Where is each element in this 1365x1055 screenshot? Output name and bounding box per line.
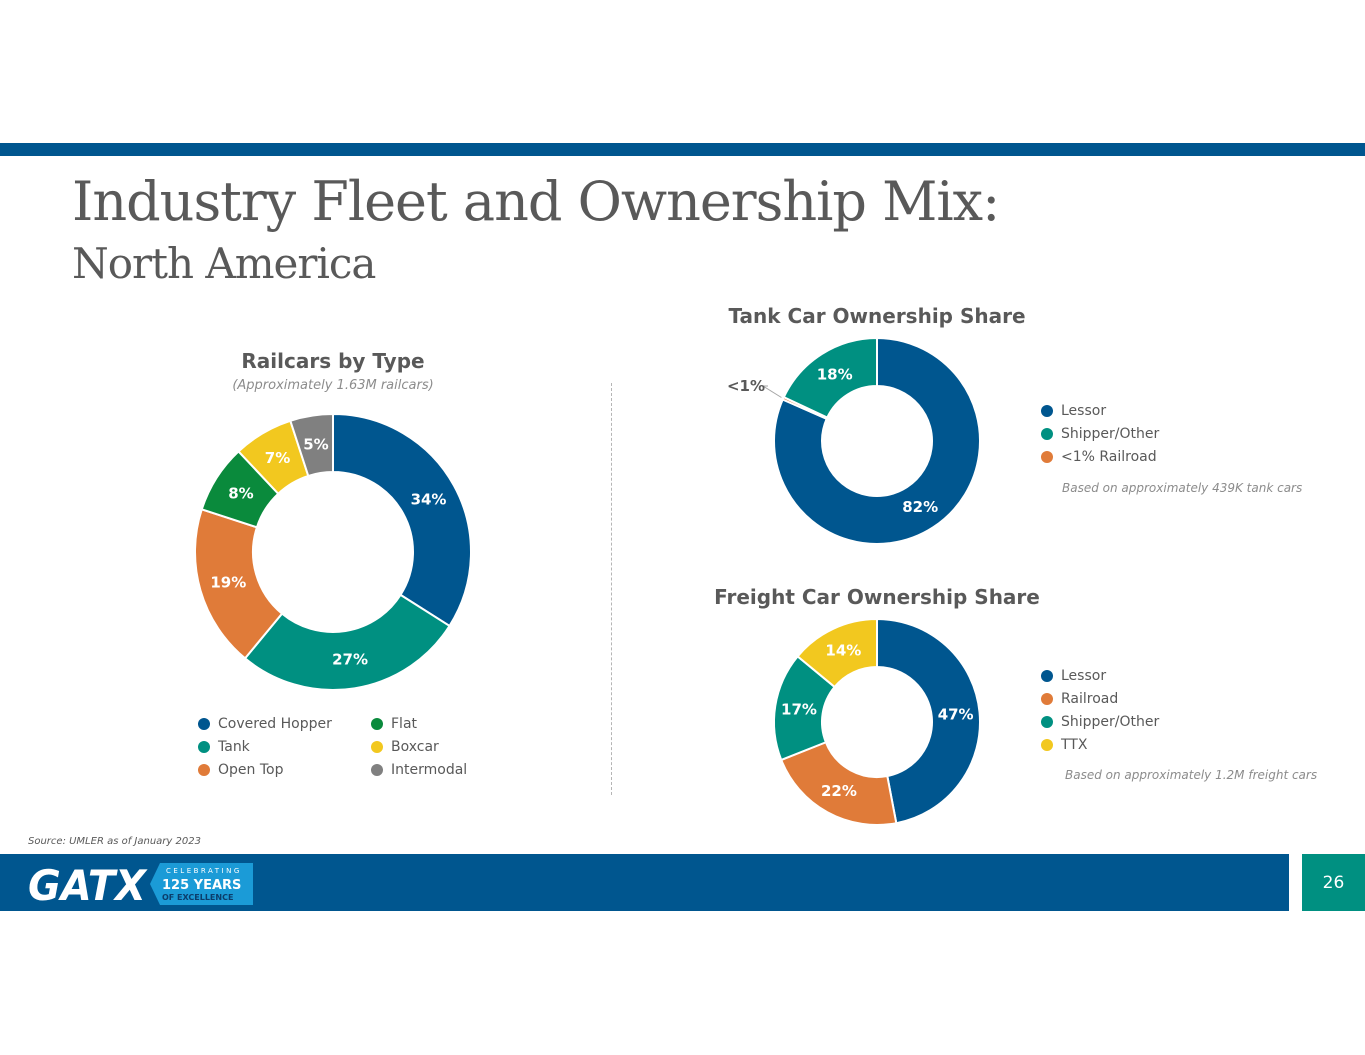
tank-legend-swatch: [1041, 451, 1053, 463]
railcars-legend-label: Open Top: [218, 762, 284, 778]
tank-label-lessor: 82%: [902, 498, 938, 516]
anniversary-celebrating: CELEBRATING: [166, 867, 242, 875]
railcars-legend-item-tank: Tank: [198, 739, 250, 755]
freight-legend-label: Railroad: [1061, 691, 1119, 707]
anniversary-badge: [150, 863, 253, 905]
railcars-label-covered-hopper: 34%: [411, 490, 447, 508]
railcars-legend-label: Boxcar: [391, 739, 439, 755]
freight-donut-chart: 47% 22% 17% 14%: [773, 617, 981, 826]
railcars-legend-swatch: [198, 764, 210, 776]
tank-slice-lessor: [773, 336, 981, 545]
freight-legend-item-railroad: Railroad: [1041, 691, 1118, 707]
railcars-donut-chart: 34% 27% 19% 8% 7% 5%: [194, 412, 472, 691]
freight-legend-label: Shipper/Other: [1061, 714, 1160, 730]
tank-legend-item-shipper-other: Shipper/Other: [1041, 426, 1159, 442]
railcars-legend-swatch: [198, 741, 210, 753]
railcars-label-flat: 8%: [228, 485, 253, 503]
railcars-chart-title: Railcars by Type: [241, 349, 425, 373]
freight-label-lessor: 47%: [938, 706, 974, 724]
freight-legend-item-ttx: TTX: [1041, 737, 1087, 753]
railcars-legend-item-intermodal: Intermodal: [371, 762, 467, 778]
tank-legend-label: Shipper/Other: [1061, 426, 1160, 442]
tank-legend-item-1-railroad: <1% Railroad: [1041, 449, 1157, 465]
tank-leader-line-railroad: [761, 385, 782, 398]
railcars-legend-label: Intermodal: [391, 762, 468, 778]
tank-slice-shipper-other: [782, 336, 878, 419]
railcars-slice-tank: [243, 593, 451, 691]
railcars-label-open-top: 19%: [210, 573, 246, 591]
freight-label-railroad: 22%: [821, 782, 857, 800]
railcars-label-tank: 27%: [332, 651, 368, 669]
railcars-legend-item-open-top: Open Top: [198, 762, 283, 778]
gatx-logo-text: GATX: [28, 863, 148, 905]
railcars-legend-item-covered-hopper: Covered Hopper: [198, 716, 332, 732]
top-accent-band: [0, 143, 1365, 156]
tank-donut-chart: 82% <1% 18%: [727, 336, 981, 545]
dashed-divider: [611, 383, 612, 795]
tank-legend-swatch: [1041, 405, 1053, 417]
freight-label-ttx: 14%: [825, 642, 861, 660]
freight-slice-lessor: [876, 617, 981, 825]
railcars-legend-swatch: [198, 718, 210, 730]
freight-legend-swatch: [1041, 670, 1053, 682]
tank-label-shipper-other: 18%: [817, 365, 853, 383]
anniversary-years: 125 YEARS: [162, 878, 241, 893]
railcars-legend-swatch: [371, 741, 383, 753]
source-note: Source: UMLER as of January 2023: [28, 836, 201, 847]
freight-legend-swatch: [1041, 739, 1053, 751]
gatx-logo: GATX CELEBRATING 125 YEARS OF EXCELLENCE: [28, 863, 253, 905]
railcars-label-boxcar: 7%: [265, 449, 290, 467]
freight-slice-ttx: [796, 617, 878, 689]
freight-legend-swatch: [1041, 716, 1053, 728]
tank-legend-label: Lessor: [1061, 403, 1107, 419]
page-number: 26: [1302, 854, 1365, 911]
freight-label-shipper-other: 17%: [781, 701, 817, 719]
tank-legend-swatch: [1041, 428, 1053, 440]
tank-chart-title: Tank Car Ownership Share: [728, 304, 1026, 328]
railcars-legend-swatch: [371, 718, 383, 730]
railcars-slice-covered-hopper: [332, 412, 472, 628]
freight-legend-item-shipper-other: Shipper/Other: [1041, 714, 1159, 730]
railcars-slice-intermodal: [289, 412, 334, 478]
railcars-legend-label: Flat: [391, 716, 418, 732]
freight-note: Based on approximately 1.2M freight cars: [1065, 768, 1318, 782]
tank-note: Based on approximately 439K tank cars: [1062, 481, 1303, 495]
railcars-chart-subtitle: (Approximately 1.63M railcars): [232, 378, 434, 393]
page-title: Industry Fleet and Ownership Mix:: [72, 170, 1000, 233]
freight-chart-title: Freight Car Ownership Share: [714, 585, 1040, 609]
freight-legend-item-lessor: Lessor: [1041, 668, 1106, 684]
railcars-label-intermodal: 5%: [303, 435, 328, 453]
railcars-legend-label: Tank: [218, 739, 250, 755]
tank-legend-item-lessor: Lessor: [1041, 403, 1106, 419]
freight-legend-label: Lessor: [1061, 668, 1107, 684]
railcars-legend-label: Covered Hopper: [218, 716, 332, 732]
tank-label-railroad: <1%: [727, 377, 765, 395]
freight-legend-swatch: [1041, 693, 1053, 705]
page-subtitle: North America: [72, 239, 376, 288]
railcars-legend-swatch: [371, 764, 383, 776]
tank-legend-label: <1% Railroad: [1061, 449, 1157, 465]
railcars-legend-item-boxcar: Boxcar: [371, 739, 439, 755]
anniversary-excellence: OF EXCELLENCE: [162, 893, 233, 902]
railcars-legend-item-flat: Flat: [371, 716, 417, 732]
freight-legend-label: TTX: [1061, 737, 1088, 753]
